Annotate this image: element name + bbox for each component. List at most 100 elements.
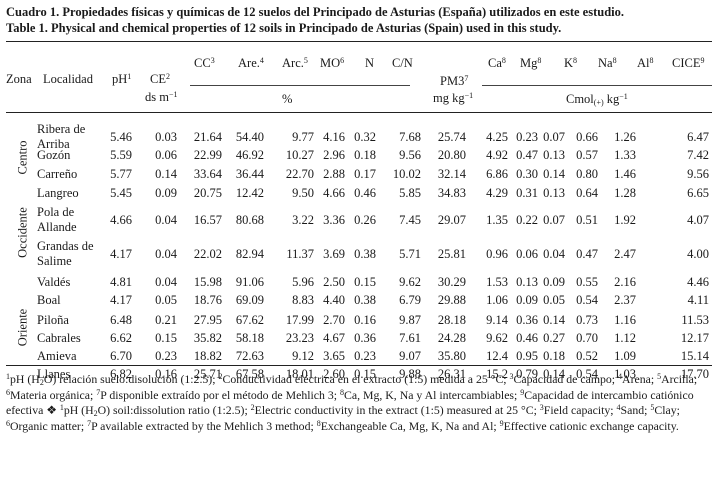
top-rule bbox=[6, 41, 712, 42]
table-cell-al: 1.28 bbox=[614, 186, 636, 200]
table-cell-cn: 7.68 bbox=[399, 130, 421, 144]
table-cell-cc: 21.64 bbox=[193, 130, 222, 144]
table-cell-cn: 5.71 bbox=[399, 247, 421, 261]
table-cell-mo: 4.66 bbox=[323, 186, 345, 200]
table-cell-al: 1.92 bbox=[614, 213, 636, 227]
table-cell-ce: 0.06 bbox=[155, 148, 177, 162]
table-cell-pm: 20.80 bbox=[437, 148, 466, 162]
table-cell-ph: 5.45 bbox=[110, 186, 132, 200]
table-cell-pm: 29.88 bbox=[437, 293, 466, 307]
table-cell-ce: 0.23 bbox=[155, 349, 177, 363]
table-cell-arc: 5.96 bbox=[292, 275, 314, 289]
cmol-span-rule bbox=[482, 85, 712, 86]
table-cell-na: 0.52 bbox=[576, 349, 598, 363]
table-cell-cice: 4.46 bbox=[687, 275, 709, 289]
header-bottom-rule bbox=[6, 112, 712, 113]
table-cell-k: 0.07 bbox=[543, 130, 565, 144]
table-cell-ph: 4.17 bbox=[110, 247, 132, 261]
table-cell-are: 67.58 bbox=[235, 367, 264, 381]
table-cell-ca: 1.53 bbox=[486, 275, 508, 289]
table-cell-k: 0.14 bbox=[543, 313, 565, 327]
table-cell-ph: 6.62 bbox=[110, 331, 132, 345]
table-cell-al: 1.33 bbox=[614, 148, 636, 162]
header-zona: Zona bbox=[6, 72, 32, 86]
table-cell-cice: 9.56 bbox=[687, 167, 709, 181]
table-cell-localidad: Allande bbox=[37, 220, 77, 234]
table-cell-n: 0.16 bbox=[354, 313, 376, 327]
table-cell-mg: 0.36 bbox=[516, 313, 538, 327]
table-cell-ce: 0.03 bbox=[155, 130, 177, 144]
table-cell-localidad: Boal bbox=[37, 293, 61, 307]
table-cell-cn: 10.02 bbox=[392, 167, 421, 181]
table-cell-arc: 17.99 bbox=[285, 313, 314, 327]
table-cell-cice: 4.11 bbox=[687, 293, 709, 307]
table-cell-al: 2.37 bbox=[614, 293, 636, 307]
header-percent: % bbox=[282, 92, 293, 106]
header-cc: CC3 bbox=[194, 56, 215, 70]
header-ca: Ca8 bbox=[488, 56, 506, 70]
table-cell-mo: 3.65 bbox=[323, 349, 345, 363]
table-cell-n: 0.36 bbox=[354, 331, 376, 345]
table-cell-localidad: Piloña bbox=[37, 313, 69, 327]
table-cell-mo: 3.69 bbox=[323, 247, 345, 261]
table-cell-mg: 0.13 bbox=[516, 275, 538, 289]
table-cell-n: 0.26 bbox=[354, 213, 376, 227]
table-cell-arc: 9.12 bbox=[292, 349, 314, 363]
table-cell-na: 0.57 bbox=[576, 148, 598, 162]
table-cell-pm: 35.80 bbox=[437, 349, 466, 363]
table-cell-cn: 7.45 bbox=[399, 213, 421, 227]
table-cell-mg: 0.06 bbox=[516, 247, 538, 261]
table-cell-n: 0.38 bbox=[354, 293, 376, 307]
table-cell-arc: 22.70 bbox=[285, 167, 314, 181]
table-cell-cc: 15.98 bbox=[193, 275, 222, 289]
table-cell-cice: 4.00 bbox=[687, 247, 709, 261]
table-cell-na: 0.54 bbox=[576, 367, 598, 381]
table-cell-n: 0.38 bbox=[354, 247, 376, 261]
table-cell-cc: 22.99 bbox=[193, 148, 222, 162]
table-cell-ce: 0.21 bbox=[155, 313, 177, 327]
table-cell-k: 0.14 bbox=[543, 167, 565, 181]
table-cell-al: 1.26 bbox=[614, 130, 636, 144]
table-cell-cice: 6.47 bbox=[687, 130, 709, 144]
table-cell-cn: 9.87 bbox=[399, 313, 421, 327]
table-cell-na: 0.73 bbox=[576, 313, 598, 327]
table-cell-k: 0.14 bbox=[543, 367, 565, 381]
table-cell-are: 36.44 bbox=[235, 167, 264, 181]
table-cell-cice: 17.70 bbox=[680, 367, 709, 381]
header-localidad: Localidad bbox=[43, 72, 93, 86]
table-cell-ca: 4.29 bbox=[486, 186, 508, 200]
header-mg: Mg8 bbox=[520, 56, 542, 70]
table-cell-ce: 0.16 bbox=[155, 367, 177, 381]
table-cell-mo: 2.88 bbox=[323, 167, 345, 181]
table-caption: Cuadro 1. Propiedades físicas y químicas… bbox=[6, 4, 712, 36]
caption-spanish: Cuadro 1. Propiedades físicas y químicas… bbox=[6, 5, 624, 19]
table-cell-ph: 4.17 bbox=[110, 293, 132, 307]
table-cell-localidad: Carreño bbox=[37, 167, 78, 181]
table-cell-ca: 4.25 bbox=[486, 130, 508, 144]
table-cell-localidad: Ribera de bbox=[37, 122, 86, 136]
table-cell-k: 0.04 bbox=[543, 247, 565, 261]
table-cell-cc: 22.02 bbox=[193, 247, 222, 261]
table-cell-n: 0.17 bbox=[354, 167, 376, 181]
table-cell-al: 2.47 bbox=[614, 247, 636, 261]
table-cell-ce: 0.04 bbox=[155, 275, 177, 289]
table-cell-ph: 5.77 bbox=[110, 167, 132, 181]
table-cell-cice: 6.65 bbox=[687, 186, 709, 200]
table-cell-na: 0.64 bbox=[576, 186, 598, 200]
table-cell-pm: 26.31 bbox=[437, 367, 466, 381]
table-cell-ph: 6.48 bbox=[110, 313, 132, 327]
table-cell-cc: 27.95 bbox=[193, 313, 222, 327]
table-cell-mg: 0.47 bbox=[516, 148, 538, 162]
table-cell-cc: 25.71 bbox=[193, 367, 222, 381]
table-cell-mg: 0.09 bbox=[516, 293, 538, 307]
table-cell-ph: 4.66 bbox=[110, 213, 132, 227]
table-cell-k: 0.27 bbox=[543, 331, 565, 345]
header-na: Na8 bbox=[598, 56, 617, 70]
table-cell-ca: 15.2 bbox=[486, 367, 508, 381]
table-cell-al: 1.12 bbox=[614, 331, 636, 345]
table-cell-k: 0.05 bbox=[543, 293, 565, 307]
table-cell-n: 0.32 bbox=[354, 130, 376, 144]
table-cell-al: 1.09 bbox=[614, 349, 636, 363]
table-cell-k: 0.13 bbox=[543, 148, 565, 162]
